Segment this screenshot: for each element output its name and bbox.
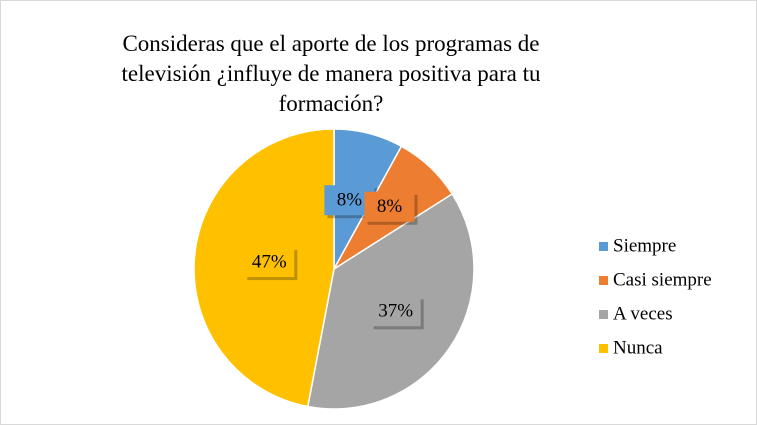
legend-swatch	[599, 242, 608, 251]
legend-swatch	[599, 310, 608, 319]
data-label: 8%	[337, 190, 363, 211]
data-label: 47%	[252, 251, 287, 272]
legend-label: Nunca	[613, 337, 663, 358]
data-label: 37%	[378, 301, 413, 322]
label-box	[244, 247, 295, 278]
legend-swatch	[599, 344, 608, 353]
legend-label: Casi siempre	[613, 269, 712, 290]
legend-label: A veces	[613, 303, 673, 324]
label-box	[370, 296, 421, 327]
chart-title: Consideras que el aporte de los programa…	[121, 31, 541, 116]
data-label: 8%	[377, 196, 403, 217]
legend-label: Siempre	[613, 235, 676, 256]
label-box	[364, 191, 415, 222]
legend-swatch	[599, 276, 608, 285]
